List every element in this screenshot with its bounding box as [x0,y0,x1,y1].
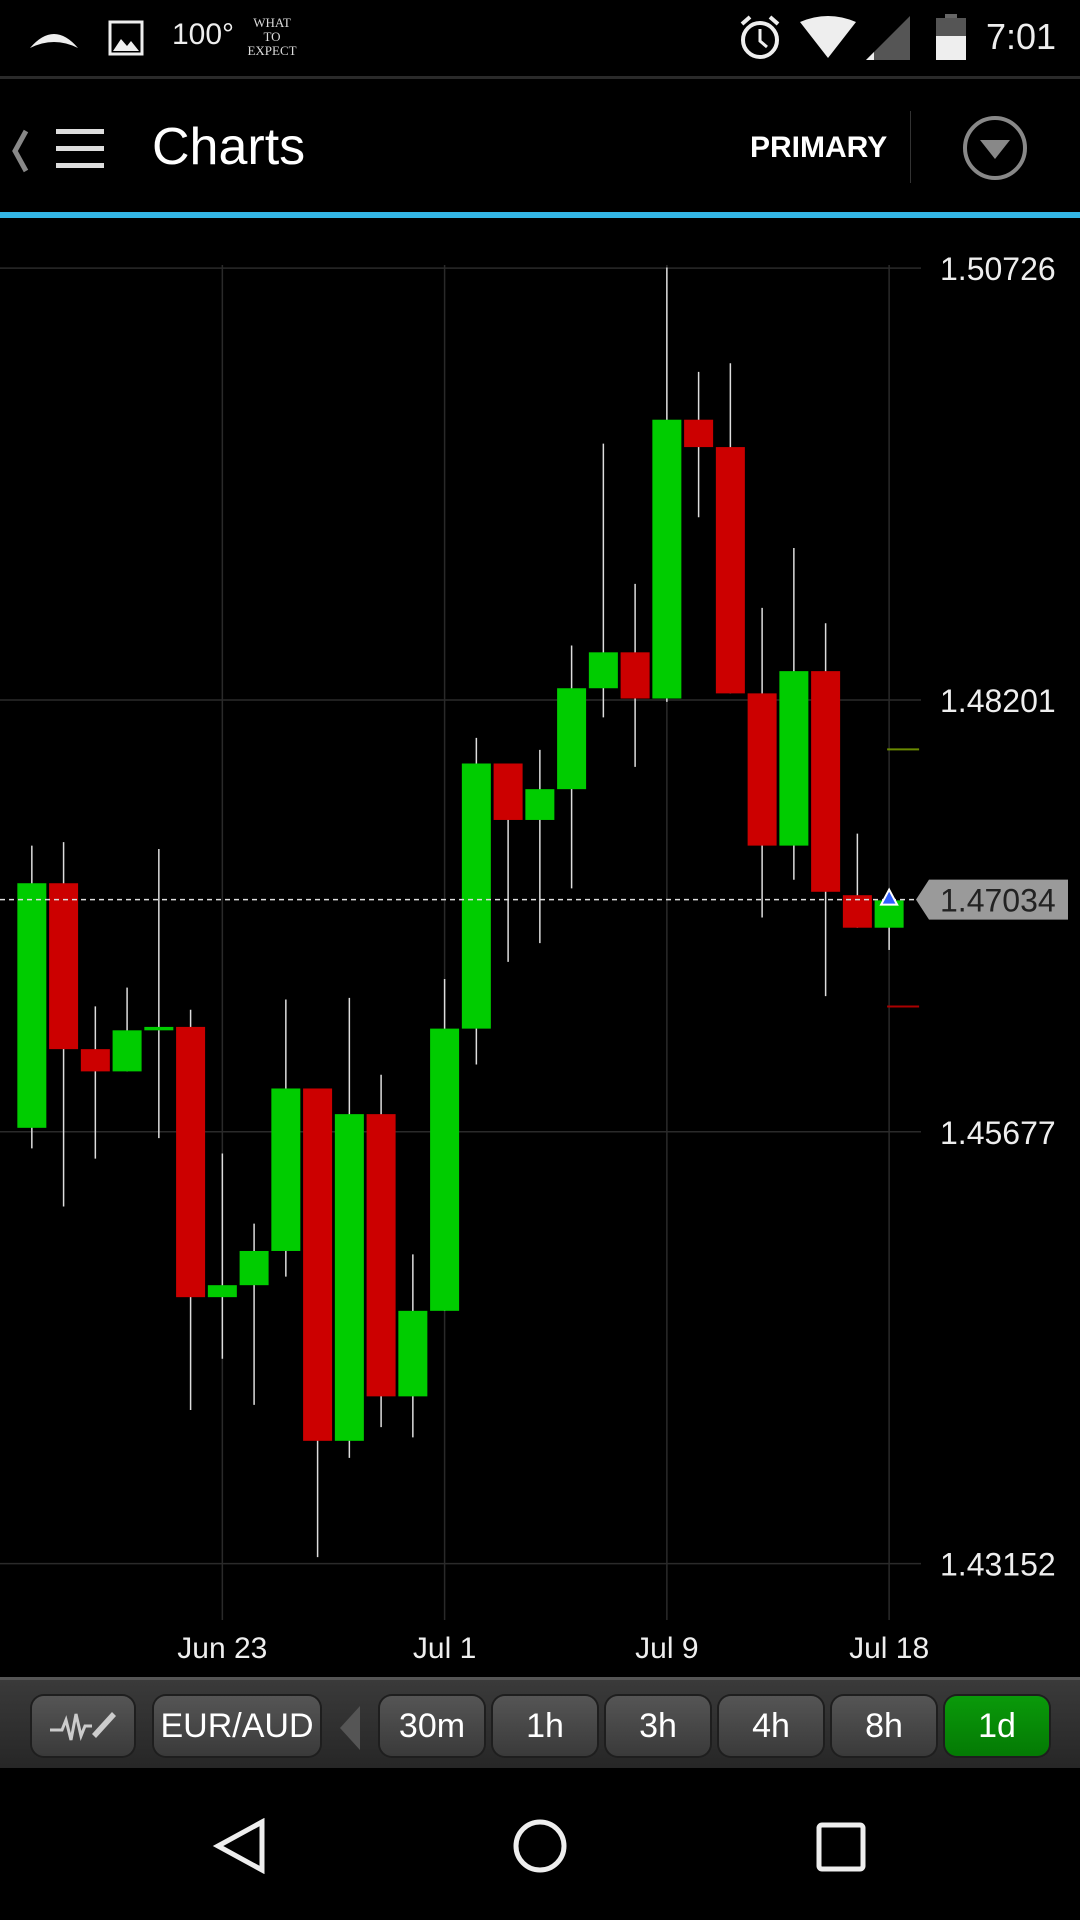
y-tick-label: 1.50726 [940,251,1056,287]
candle-body-down [811,671,841,892]
candle-body-up [207,1285,237,1298]
layout-primary-button[interactable]: PRIMARY [750,131,888,164]
page-title: Charts [152,118,306,176]
candle-body-up [430,1028,460,1311]
candle-body-up [779,671,809,846]
candle-body-down [684,419,714,448]
candle-body-down [303,1088,333,1441]
x-tick-label: Jul 1 [413,1632,476,1665]
candle-body-down [366,1114,396,1397]
app-header: Charts PRIMARY [0,79,1080,212]
y-tick-label: 1.48201 [940,683,1056,719]
image-icon [108,20,144,56]
timeframe-button-1d[interactable]: 1d [945,1696,1049,1756]
position-marker-icon [879,887,899,906]
timeframe-button-30m[interactable]: 30m [380,1696,484,1756]
wifi-icon [800,16,856,58]
timeframe-button-8h[interactable]: 8h [832,1696,936,1756]
timeframe-button-1h[interactable]: 1h [493,1696,597,1756]
back-chevron-icon[interactable] [10,129,30,173]
current-price-tag [916,879,1068,920]
dropdown-circle-icon[interactable] [962,115,1028,181]
chart-toolbar: EUR/AUD 30m 1h 3h 4h 8h 1d [0,1677,1080,1770]
candle-body-up [461,763,491,1029]
alarm-icon [740,15,780,59]
candle-body-up [112,1030,142,1072]
candle-body-up [652,419,682,699]
y-tick-label: 1.45677 [940,1115,1056,1151]
signal-icon [866,16,910,60]
what-to-expect-logo: WHAT TO EXPECT [247,15,297,58]
candle-body-down [747,693,777,846]
candle-body-up [271,1088,301,1251]
status-bar: 100° WHAT TO EXPECT 7:01 [0,0,1080,79]
candle-body-up [525,789,555,820]
header-accent-line [0,212,1080,218]
candle-body-up [239,1250,269,1286]
x-tick-label: Jul 9 [635,1632,698,1665]
candle-body-up [557,688,587,790]
candle-body-up [144,1026,174,1031]
indicator-button[interactable] [32,1696,134,1756]
clock: 7:01 [986,16,1057,57]
timeframe-button-4h[interactable]: 4h [719,1696,823,1756]
scroll-left-arrow-icon[interactable] [334,1704,366,1752]
current-price-label: 1.47034 [940,883,1056,919]
candle-body-up [334,1114,364,1441]
candle-body-down [842,895,872,928]
candle-body-down [80,1049,110,1072]
back-icon[interactable] [212,1818,268,1874]
battery-icon [936,14,966,60]
timeframe-button-3h[interactable]: 3h [606,1696,710,1756]
candle-body-down [49,883,79,1050]
candle-body-down [715,447,745,694]
x-tick-label: Jun 23 [177,1632,267,1665]
navigation-bar [0,1768,1080,1920]
pulse-pencil-icon [50,1712,116,1742]
candlestick-chart[interactable]: 1.50726 1.48201 1.45677 1.43152 Jun 23 Jul 1 J… [0,0,1080,1676]
candle-body-up [588,652,618,689]
candle-body-down [176,1026,206,1298]
symbol-button[interactable]: EUR/AUD [154,1696,320,1756]
cloud-icon [30,34,78,48]
recents-icon[interactable] [816,1822,866,1872]
home-icon[interactable] [512,1818,568,1874]
candle-body-down [620,652,650,699]
candle-body-down [493,763,523,820]
x-tick-label: Jul 18 [849,1632,929,1665]
candle-body-up [17,883,47,1128]
y-tick-label: 1.43152 [940,1547,1056,1583]
candle-body-up [398,1310,428,1397]
temperature: 100° [172,18,235,51]
menu-icon[interactable] [56,129,104,169]
header-divider [910,111,911,183]
